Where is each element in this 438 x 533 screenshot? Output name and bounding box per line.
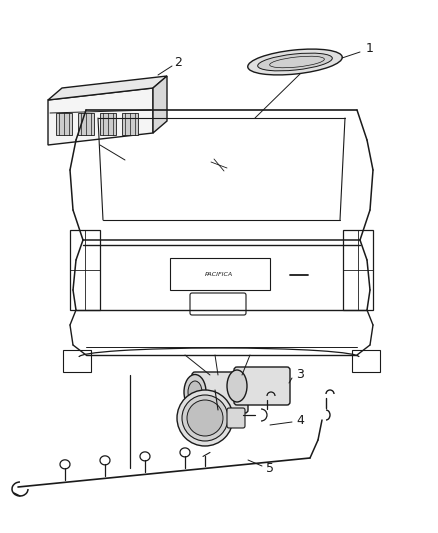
Bar — [122, 113, 138, 135]
Ellipse shape — [182, 395, 228, 441]
Ellipse shape — [188, 381, 202, 403]
Ellipse shape — [258, 53, 332, 71]
Bar — [63, 350, 91, 372]
Text: 4: 4 — [296, 414, 304, 426]
Ellipse shape — [227, 370, 247, 402]
FancyBboxPatch shape — [234, 367, 290, 405]
Bar — [56, 113, 72, 135]
Polygon shape — [48, 88, 153, 145]
Text: 5: 5 — [266, 462, 274, 474]
Text: 1: 1 — [366, 42, 374, 54]
Bar — [100, 113, 116, 135]
Bar — [78, 113, 94, 135]
Bar — [352, 350, 380, 372]
Polygon shape — [48, 76, 167, 100]
Bar — [343, 230, 373, 310]
Ellipse shape — [177, 390, 233, 446]
FancyBboxPatch shape — [192, 372, 248, 413]
Text: 3: 3 — [296, 368, 304, 382]
Bar — [70, 230, 100, 310]
Ellipse shape — [248, 49, 342, 75]
Polygon shape — [153, 76, 167, 133]
Ellipse shape — [187, 400, 223, 436]
Text: PACIFICA: PACIFICA — [205, 272, 233, 278]
Ellipse shape — [184, 375, 206, 409]
Bar — [170, 258, 270, 290]
Text: 2: 2 — [174, 55, 182, 69]
FancyBboxPatch shape — [227, 408, 245, 428]
